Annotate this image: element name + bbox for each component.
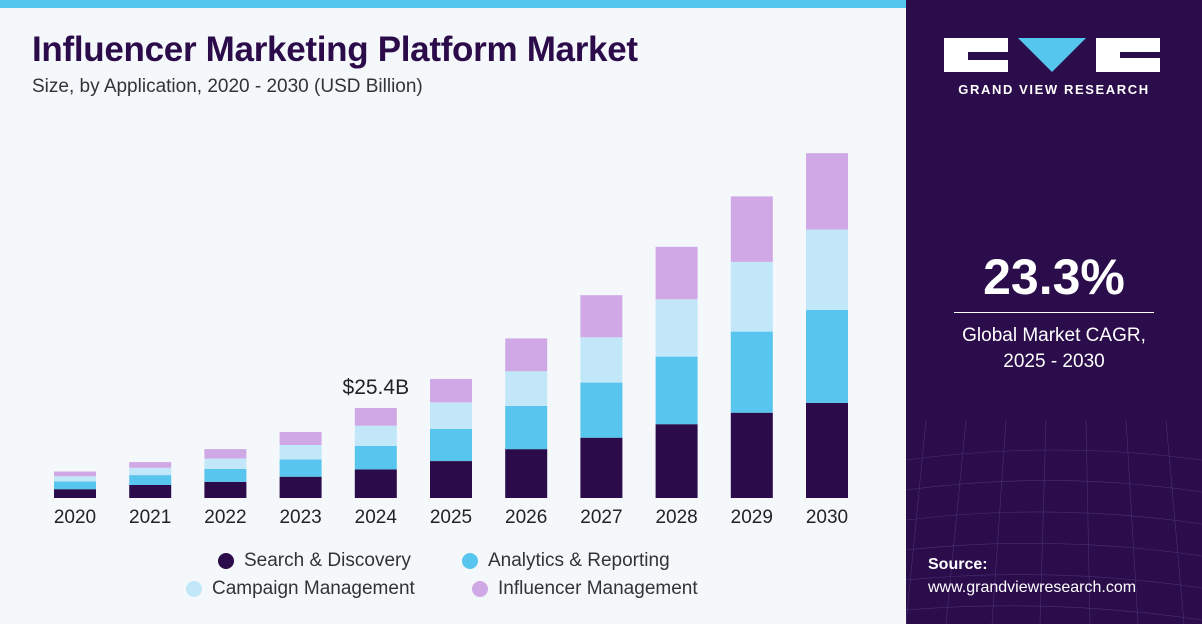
bar-2026-campaign-management: [505, 371, 548, 406]
bar-2029-campaign-management: [730, 261, 773, 332]
bar-2021-campaign-management: [129, 467, 172, 476]
x-tick-label-2025: 2025: [430, 507, 472, 528]
legend-label: Influencer Management: [498, 578, 698, 599]
legend-item-search-discovery: Search & Discovery: [218, 550, 411, 572]
bar-2024-campaign-management: [354, 425, 397, 446]
bar-2026-analytics-reporting: [505, 406, 548, 450]
bar-2025-influencer-management: [430, 378, 472, 403]
bar-2022-search-discovery: [204, 481, 247, 498]
accent-top-bar: [0, 0, 906, 8]
bar-2028-analytics-reporting: [655, 356, 698, 425]
x-tick-label-2023: 2023: [279, 507, 321, 528]
bar-2023-analytics-reporting: [279, 459, 322, 477]
bar-2028-campaign-management: [655, 299, 698, 357]
bar-2026-search-discovery: [505, 449, 548, 498]
x-tick-label-2022: 2022: [204, 507, 246, 528]
legend-item-campaign-management: Campaign Management: [186, 578, 415, 600]
bar-2027-influencer-management: [580, 295, 623, 338]
brand-name: GRAND VIEW RESEARCH: [958, 82, 1150, 97]
bar-2020-analytics-reporting: [54, 481, 96, 490]
x-tick-label-2028: 2028: [655, 507, 697, 528]
bar-2029-analytics-reporting: [730, 331, 773, 413]
bar-2027-campaign-management: [580, 337, 623, 383]
bar-2020-influencer-management: [54, 471, 96, 477]
stacked-bar-chart: 2020 2021 2022 2023 2024 2025 2026 2027 2028 2029…: [54, 153, 848, 528]
bar-2024-influencer-management: [354, 408, 397, 426]
decorative-grid: [906, 420, 1202, 624]
x-tick-label-2021: 2021: [129, 507, 171, 528]
bar-2022-influencer-management: [204, 449, 247, 459]
bar-2023-influencer-management: [279, 432, 322, 445]
legend-label: Campaign Management: [212, 578, 415, 599]
x-tick-label-2026: 2026: [505, 507, 547, 528]
x-tick-label-2020: 2020: [54, 507, 96, 528]
legend-swatch: [218, 553, 234, 569]
bar-2023-search-discovery: [279, 476, 322, 498]
bar-2029-search-discovery: [730, 412, 773, 498]
bar-2021-analytics-reporting: [129, 475, 172, 485]
chart-title: Influencer Marketing Platform Market: [32, 30, 638, 69]
x-tick-label-2030: 2030: [806, 507, 848, 528]
source-url[interactable]: www.grandviewresearch.com: [928, 579, 1137, 596]
x-axis-ticks: 2020 2021 2022 2023 2024 2025 2026 2027 2028 2029…: [54, 507, 848, 528]
x-tick-label-2027: 2027: [580, 507, 622, 528]
bar-2028-influencer-management: [655, 246, 698, 300]
cagr-divider: [954, 312, 1154, 313]
bar-2028-search-discovery: [655, 424, 698, 498]
legend-item-analytics-reporting: Analytics & Reporting: [462, 550, 670, 572]
bar-2030-search-discovery: [806, 402, 848, 498]
x-tick-label-2024: 2024: [355, 507, 398, 528]
bar-2027-analytics-reporting: [580, 382, 623, 438]
bar-2022-analytics-reporting: [204, 468, 247, 482]
legend-swatch: [186, 581, 202, 597]
bar-2021-search-discovery: [129, 485, 172, 498]
source-label: Source:: [928, 556, 988, 573]
bar-2023-campaign-management: [279, 445, 322, 460]
bar-2022-campaign-management: [204, 458, 247, 469]
legend-swatch: [462, 553, 478, 569]
legend-label: Search & Discovery: [244, 550, 411, 571]
bar-2025-campaign-management: [430, 402, 472, 429]
grand-view-research-logo: [944, 38, 1160, 72]
bar-2029-influencer-management: [730, 196, 773, 262]
chart-panel: Influencer Marketing Platform Market Siz…: [0, 0, 906, 624]
cagr-value: 23.3%: [983, 249, 1125, 305]
cagr-label: Global Market CAGR, 2025 - 2030: [906, 323, 1202, 375]
annotations-layer: $25.4B: [343, 376, 410, 399]
bar-2020-search-discovery: [54, 489, 96, 498]
bar-2020-campaign-management: [54, 476, 96, 482]
sidebar-panel: GRAND VIEW RESEARCH 23.3% Global Market …: [906, 0, 1202, 624]
legend-label: Analytics & Reporting: [488, 550, 670, 571]
bar-2024-search-discovery: [354, 469, 397, 498]
cagr-label-line2: 2025 - 2030: [1003, 351, 1105, 372]
annotation-2024: $25.4B: [343, 376, 410, 399]
bar-2025-search-discovery: [430, 461, 472, 498]
bar-2025-analytics-reporting: [430, 428, 472, 461]
bar-2027-search-discovery: [580, 437, 623, 498]
chart-subtitle: Size, by Application, 2020 - 2030 (USD B…: [32, 76, 423, 97]
bar-2026-influencer-management: [505, 338, 548, 372]
bar-2024-analytics-reporting: [354, 446, 397, 470]
bars-layer: [54, 153, 848, 498]
legend-item-influencer-management: Influencer Management: [472, 578, 698, 600]
legend-swatch: [472, 581, 488, 597]
bar-2030-influencer-management: [806, 153, 848, 230]
bar-2030-campaign-management: [806, 229, 848, 310]
bar-2021-influencer-management: [129, 462, 172, 468]
x-tick-label-2029: 2029: [731, 507, 773, 528]
bar-2030-analytics-reporting: [806, 309, 848, 403]
cagr-label-line1: Global Market CAGR,: [962, 325, 1146, 346]
